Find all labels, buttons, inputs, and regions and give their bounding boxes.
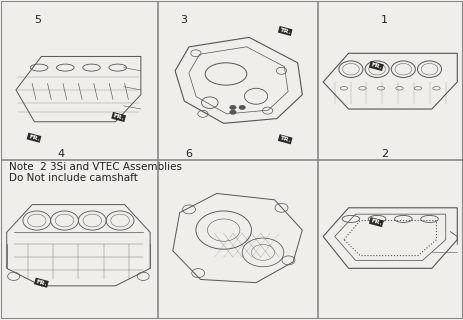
Text: 3: 3 — [180, 15, 187, 25]
Circle shape — [229, 105, 236, 110]
Text: FR.: FR. — [35, 279, 48, 287]
Text: FR.: FR. — [28, 134, 40, 142]
Text: FR.: FR. — [112, 113, 125, 121]
Text: 1: 1 — [380, 15, 387, 25]
Text: FR.: FR. — [369, 62, 382, 70]
Circle shape — [229, 110, 236, 115]
Text: 2: 2 — [380, 149, 387, 159]
Text: 6: 6 — [184, 149, 191, 159]
Text: 4: 4 — [57, 149, 64, 159]
Text: TR.: TR. — [278, 27, 291, 35]
Text: FR.: FR. — [369, 218, 382, 226]
Circle shape — [238, 105, 245, 110]
Text: TR.: TR. — [278, 135, 291, 143]
Text: 5: 5 — [34, 15, 41, 25]
Text: Note  2 3Si and VTEC Assemblies
Do Not include camshaft: Note 2 3Si and VTEC Assemblies Do Not in… — [9, 162, 181, 183]
